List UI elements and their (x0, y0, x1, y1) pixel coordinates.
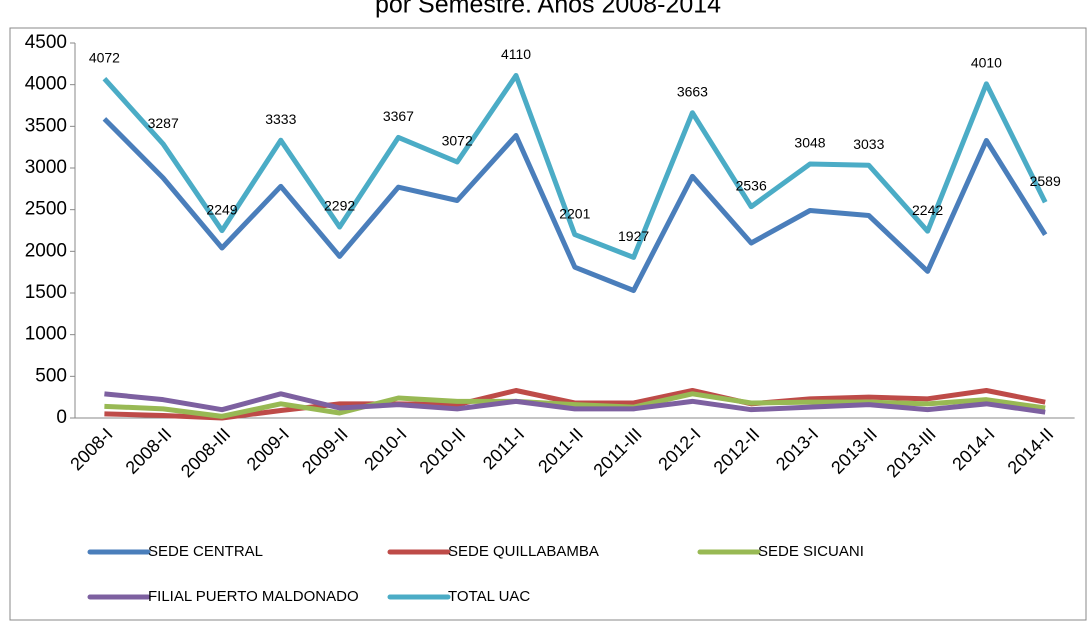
x-tick-label: 2010-II (416, 424, 470, 478)
x-tick-label: 2011-III (589, 424, 645, 480)
data-label: 2536 (736, 177, 767, 193)
x-tick-label: 2008-I (66, 424, 116, 474)
x-tick-label: 2010-I (360, 424, 410, 474)
data-label: 2292 (324, 198, 355, 214)
line-series (104, 391, 1046, 415)
x-tick-label: 2011-I (479, 424, 528, 473)
legend-label: SEDE QUILLABAMBA (448, 543, 599, 560)
x-tick-label: 2009-I (243, 424, 293, 474)
y-tick-label: 1500 (25, 282, 67, 303)
y-tick-label: 4500 (25, 32, 67, 53)
data-label: 4110 (501, 46, 531, 62)
line-series (102, 73, 1048, 260)
x-tick-label: 2008-III (177, 424, 234, 481)
data-label: 3033 (853, 136, 884, 152)
x-tick-label: 2013-I (772, 424, 822, 474)
data-label: 2589 (1030, 173, 1061, 189)
data-label: 3367 (383, 108, 414, 124)
data-label: 2249 (206, 201, 237, 217)
x-tick-label: 2014-II (1004, 424, 1058, 478)
chart-border (9, 27, 1087, 621)
data-label: 3287 (148, 115, 179, 131)
legend-label: SEDE CENTRAL (148, 543, 263, 560)
y-tick-label: 3500 (25, 115, 67, 136)
data-label: 2201 (559, 205, 590, 221)
data-label: 4010 (971, 55, 1002, 71)
line-series (102, 117, 1048, 293)
x-tick-label: 2011-II (534, 424, 587, 477)
data-label: 4072 (89, 49, 120, 65)
y-tick-label: 4000 (25, 74, 67, 95)
data-label: 1927 (618, 228, 649, 244)
y-tick-label: 2000 (25, 240, 67, 261)
legend-label: FILIAL PUERTO MALDONADO (148, 588, 359, 605)
data-label: 3333 (265, 111, 296, 127)
x-tick-label: 2008-II (122, 424, 176, 478)
legend-label: TOTAL UAC (448, 588, 530, 605)
y-tick-label: 500 (35, 365, 67, 386)
y-tick-label: 2500 (25, 199, 67, 220)
y-tick-label: 1000 (25, 324, 67, 345)
x-tick-label: 2014-I (948, 424, 998, 474)
x-tick-label: 2012-I (654, 424, 704, 474)
chart-title: por Semestre. Años 2008-2014 (375, 0, 721, 19)
legend-label: SEDE SICUANI (758, 543, 864, 560)
data-label: 3072 (442, 133, 473, 149)
data-label: 3663 (677, 83, 708, 99)
x-tick-label: 2012-II (710, 424, 764, 478)
x-tick-label: 2009-II (298, 424, 352, 478)
x-tick-label: 2013-II (827, 424, 881, 478)
data-label: 2242 (912, 202, 943, 218)
data-label: 3048 (794, 135, 825, 151)
y-tick-label: 0 (56, 407, 67, 428)
y-tick-label: 3000 (25, 157, 67, 178)
x-tick-label: 2013-III (882, 424, 939, 481)
line-series (104, 391, 1046, 419)
